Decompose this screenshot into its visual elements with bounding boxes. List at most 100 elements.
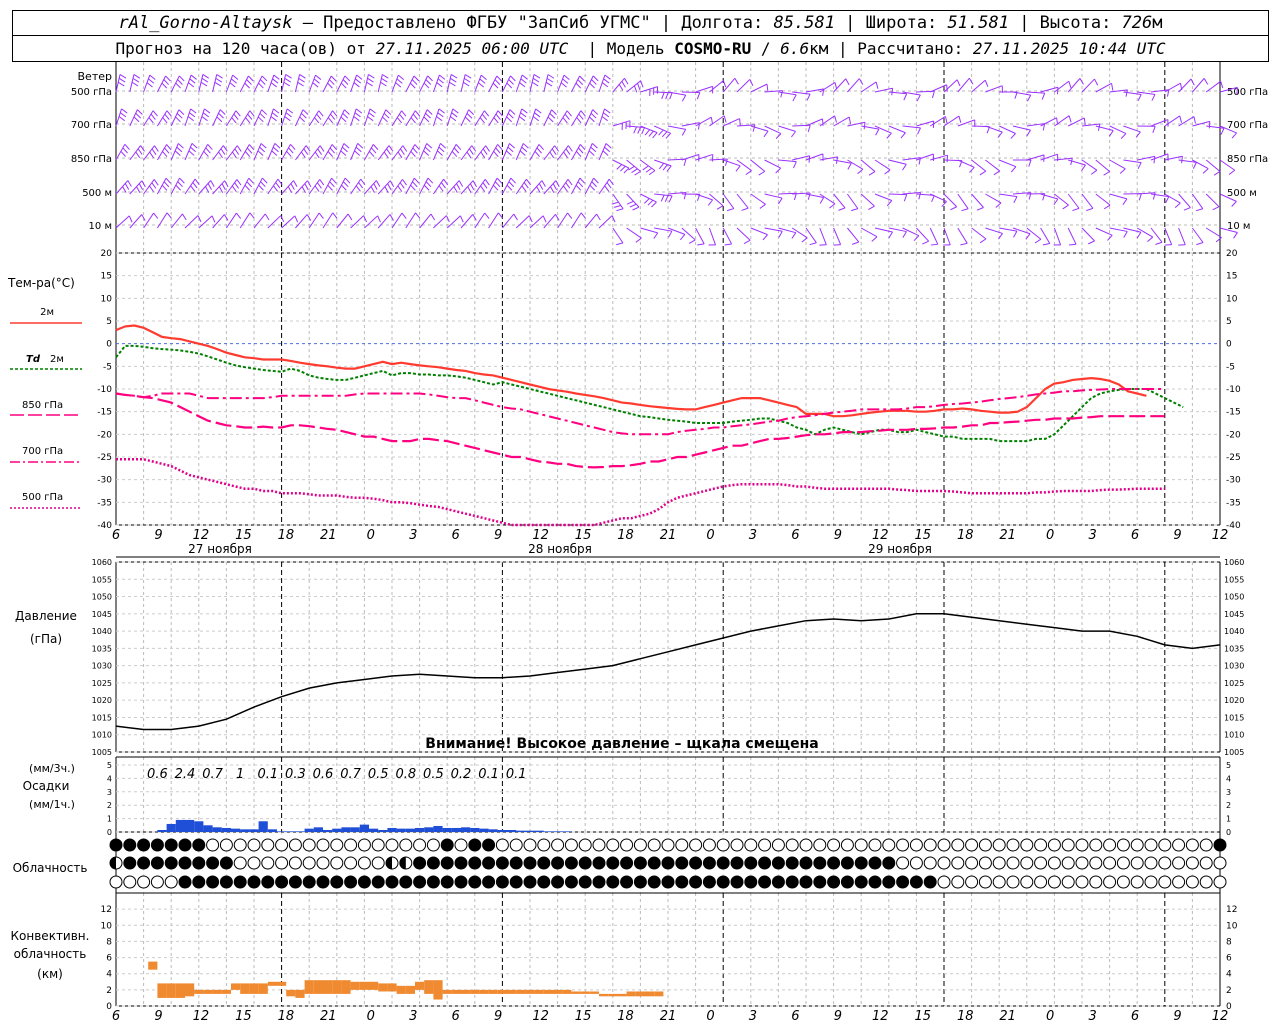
x-tick-label-bottom: 9 <box>494 1009 502 1024</box>
cloud-symbol <box>1089 838 1103 852</box>
cloud-symbol <box>978 875 992 889</box>
cloud-symbol <box>1185 838 1199 852</box>
wind-barb-flag <box>367 77 374 83</box>
wind-barb-flag <box>536 147 542 154</box>
precip-bar <box>231 828 241 832</box>
wind-barb <box>654 159 672 167</box>
wind-barb-flag <box>1062 204 1069 210</box>
wind-barb <box>999 227 1018 232</box>
x-tick-label-bottom: 3 <box>1088 1009 1096 1024</box>
cloud-symbol <box>192 875 206 889</box>
cloud-symbol <box>371 838 385 852</box>
wind-barb <box>1026 227 1042 240</box>
wind-barb-flag <box>201 116 208 122</box>
wind-barb-flag <box>868 171 876 176</box>
wind-barb-flag <box>1220 128 1225 135</box>
wind-barb-flag <box>868 205 875 210</box>
wind-barb-flag <box>493 151 499 157</box>
wind-barb <box>350 74 358 93</box>
cloud-symbol <box>123 838 137 852</box>
cloud-symbol <box>592 838 606 852</box>
wind-barb-flag <box>249 110 255 117</box>
wind-barb-flag <box>468 148 474 155</box>
wind-barb <box>474 74 482 93</box>
wind-barb-flag <box>551 148 557 155</box>
wind-barb-flag <box>660 194 665 202</box>
wind-barb <box>267 215 282 229</box>
wind-barb <box>225 179 238 195</box>
wind-barb <box>722 77 736 93</box>
wind-barb <box>474 110 485 127</box>
precip-3h-label: 0.1 <box>478 767 499 782</box>
wind-barb <box>515 74 523 93</box>
wind-barb-flag <box>653 232 659 239</box>
wind-barb-flag <box>381 77 388 83</box>
wind-barb-flag <box>875 81 879 89</box>
x-tick-label-bottom: 12 <box>193 1009 210 1024</box>
wind-barb-flag <box>383 112 390 119</box>
wind-barb <box>212 109 221 127</box>
cloud-symbol <box>109 838 123 852</box>
cloud-symbol <box>275 856 289 870</box>
wind-barb-flag <box>710 117 714 125</box>
cloud-symbol <box>923 856 937 870</box>
wind-barb <box>198 144 209 161</box>
precip-bar <box>277 831 287 832</box>
precip-3h-label: 1 <box>236 767 244 782</box>
wind-barb-flag <box>342 79 349 85</box>
pres-tick-left: 1040 <box>92 627 112 636</box>
wind-barb-flag <box>202 112 210 118</box>
wind-barb-flag <box>739 118 741 126</box>
wind-barb-flag <box>178 109 185 115</box>
wind-barb <box>1053 227 1062 246</box>
cloud-symbol <box>661 838 675 852</box>
cloud-symbol <box>261 838 275 852</box>
x-tick-label: 12 <box>1212 528 1229 543</box>
wind-barb <box>764 125 782 135</box>
wind-barb <box>999 159 1017 168</box>
wind-barb-flag <box>886 132 892 139</box>
pres-tick-right: 1040 <box>1224 627 1244 636</box>
wind-barb-flag <box>604 108 611 114</box>
wind-barb-flag <box>175 82 181 89</box>
cloud-symbol <box>620 856 634 870</box>
wind-barb-flag <box>533 74 541 79</box>
wind-barb <box>557 212 568 229</box>
wind-barb <box>1040 117 1057 127</box>
wind-barb-flag <box>236 145 242 152</box>
wind-barb <box>198 108 205 127</box>
wind-barb <box>833 78 847 93</box>
precip-bar <box>405 828 415 832</box>
conv-tick-left: 0 <box>106 1002 112 1012</box>
cloud-symbol <box>1199 875 1213 889</box>
cloud-symbol <box>440 838 454 852</box>
wind-barb <box>985 193 1002 204</box>
wind-barb <box>570 144 581 161</box>
wind-barb-flag <box>580 212 586 219</box>
wind-barb-flag <box>1138 193 1142 201</box>
cloud-symbol <box>509 875 523 889</box>
wind-barb-flag <box>480 74 487 81</box>
wind-barb-flag <box>380 81 387 87</box>
wind-barb <box>1109 159 1126 170</box>
cloud-symbol <box>164 856 178 870</box>
wind-barb <box>253 109 263 127</box>
conv-bar <box>203 989 213 994</box>
temp-series <box>115 324 1184 527</box>
wind-barb <box>432 74 440 93</box>
wind-barb-flag <box>888 231 893 239</box>
wind-barb-flag <box>151 182 157 189</box>
wind-barb-flag <box>436 116 443 122</box>
wind-barb <box>143 179 155 195</box>
cloud-symbol <box>302 856 316 870</box>
precip-bar <box>378 829 388 832</box>
wind-barb-flag <box>210 180 215 187</box>
wind-barb-flag <box>532 77 540 83</box>
wind-barb <box>1150 193 1169 198</box>
calc-time: 27.11.2025 10:44 UTC <box>972 39 1166 58</box>
wind-barb-flag <box>284 77 291 83</box>
wind-barb-flag <box>271 150 278 156</box>
wind-barb-flag <box>375 180 381 187</box>
wind-barb-flag <box>370 186 375 193</box>
wind-barb-flag <box>683 192 687 200</box>
